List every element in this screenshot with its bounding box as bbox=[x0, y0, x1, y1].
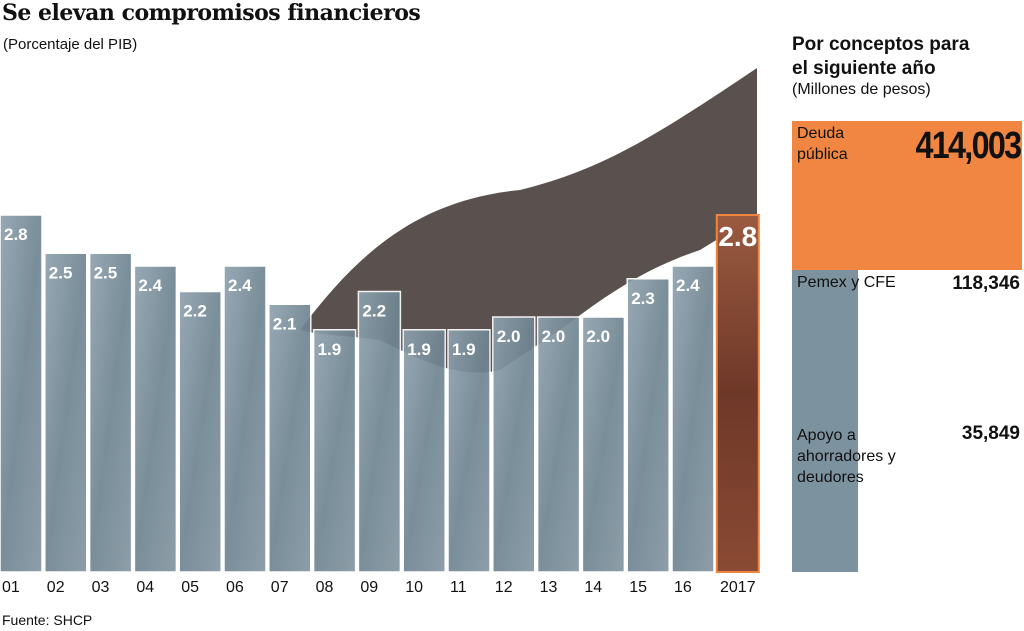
value-label-08: 1.9 bbox=[318, 340, 342, 359]
value-label-14: 2.0 bbox=[586, 327, 610, 346]
x-tick-05: 05 bbox=[181, 579, 199, 596]
category-label-2: Pemex y CFE bbox=[797, 274, 896, 291]
value-label-07: 2.1 bbox=[273, 314, 297, 333]
value-label-05: 2.2 bbox=[183, 302, 207, 321]
x-tick-09: 09 bbox=[360, 579, 378, 596]
segment-1 bbox=[792, 121, 1022, 270]
value-label-16: 2.4 bbox=[676, 276, 700, 295]
x-tick-07: 07 bbox=[271, 579, 289, 596]
bar-04 bbox=[133, 265, 178, 573]
x-tick-02: 02 bbox=[47, 579, 65, 596]
bar-10 bbox=[402, 329, 446, 573]
value-label-12: 2.0 bbox=[497, 327, 521, 346]
source-note: Fuente: SHCP bbox=[2, 612, 93, 628]
bar-16 bbox=[671, 265, 715, 573]
x-tick-04: 04 bbox=[136, 579, 154, 596]
bar-03 bbox=[88, 252, 133, 573]
x-tick-15: 15 bbox=[629, 579, 647, 596]
breakdown-title-line1: Por conceptos para bbox=[792, 34, 970, 55]
value-label-13: 2.0 bbox=[542, 327, 566, 346]
bar-2017 bbox=[715, 214, 760, 573]
bar-11 bbox=[447, 329, 491, 573]
value-label-2017: 2.8 bbox=[718, 221, 757, 252]
category-label-3: Apoyo a ahorradores y deudores bbox=[797, 427, 896, 486]
bar-14 bbox=[581, 316, 626, 573]
bar-05 bbox=[178, 290, 222, 573]
value-label-10: 1.9 bbox=[407, 340, 431, 359]
value-label-09: 2.2 bbox=[362, 302, 386, 321]
category-label-1: Deuda pública bbox=[797, 125, 848, 163]
bar-15 bbox=[626, 278, 670, 573]
x-tick-2017: 2017 bbox=[720, 579, 756, 596]
bar-09 bbox=[357, 290, 402, 573]
x-tick-11: 11 bbox=[450, 579, 467, 596]
breakdown-subtitle: (Millones de pesos) bbox=[792, 81, 931, 98]
bar-06 bbox=[223, 265, 267, 573]
value-label-04: 2.4 bbox=[138, 276, 162, 295]
segment-3 bbox=[792, 420, 812, 572]
value-label-01: 2.8 bbox=[4, 225, 28, 244]
bar-02 bbox=[44, 252, 88, 573]
bar-08 bbox=[312, 329, 357, 573]
bar-13 bbox=[536, 316, 581, 573]
value-label-15: 2.3 bbox=[631, 289, 655, 308]
hand-image bbox=[300, 68, 757, 373]
chart-subtitle: (Porcentaje del PIB) bbox=[3, 36, 138, 53]
bar-01 bbox=[0, 214, 43, 573]
value-label-03: 2.5 bbox=[94, 263, 118, 282]
bar-12 bbox=[492, 316, 536, 573]
x-tick-08: 08 bbox=[316, 579, 334, 596]
bar-07 bbox=[268, 303, 312, 573]
breakdown-title: Por conceptos para el siguiente año bbox=[792, 33, 969, 81]
breakdown-title-line2: el siguiente año bbox=[792, 58, 936, 79]
category-value-2: 118,346 bbox=[952, 273, 1020, 294]
value-label-11: 1.9 bbox=[452, 340, 476, 359]
x-tick-01: 01 bbox=[2, 579, 20, 596]
value-label-02: 2.5 bbox=[49, 263, 73, 282]
gdp-bar-chart: 2.8 01 2.5 02 2.5 03 2.4 04 2.2 05 2.4 06 2.1 07 1.9 08… bbox=[0, 68, 760, 596]
x-tick-14: 14 bbox=[584, 579, 602, 596]
x-tick-12: 12 bbox=[495, 579, 513, 596]
x-tick-16: 16 bbox=[674, 579, 692, 596]
value-label-06: 2.4 bbox=[228, 276, 252, 295]
x-tick-06: 06 bbox=[226, 579, 244, 596]
category-value-3: 35,849 bbox=[961, 423, 1020, 444]
chart-title: Se elevan compromisos financieros bbox=[2, 0, 421, 26]
x-tick-03: 03 bbox=[92, 579, 110, 596]
x-tick-10: 10 bbox=[405, 579, 423, 596]
x-tick-13: 13 bbox=[540, 579, 558, 596]
category-value-1: 414,003 bbox=[915, 125, 1022, 167]
